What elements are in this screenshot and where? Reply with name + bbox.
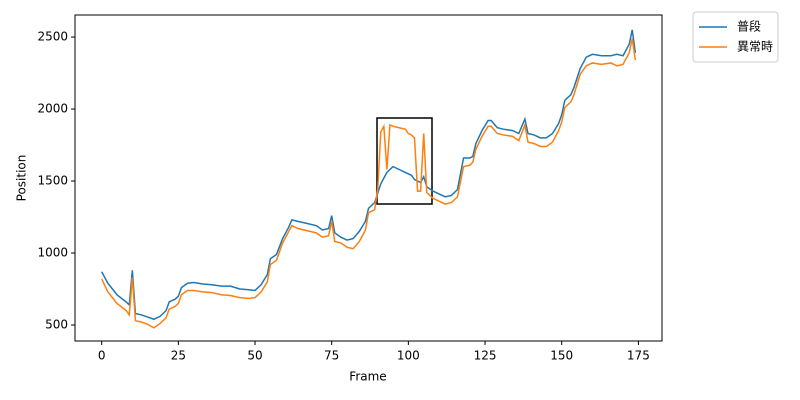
x-tick-label: 75 <box>324 349 339 363</box>
legend-label: 異常時 <box>737 40 773 54</box>
x-tick-label: 100 <box>397 349 420 363</box>
x-tick-label: 150 <box>550 349 573 363</box>
x-axis-label: Frame <box>349 370 386 384</box>
x-tick-label: 0 <box>98 349 106 363</box>
x-tick-label: 50 <box>247 349 262 363</box>
series-line <box>101 38 637 329</box>
plot-frame <box>74 14 663 342</box>
x-tick-label: 125 <box>474 349 497 363</box>
anomaly-box <box>376 117 433 205</box>
x-tick-label: 25 <box>171 349 186 363</box>
y-tick-label: 500 <box>45 318 68 332</box>
x-tick-label: 175 <box>627 349 650 363</box>
legend-label: 普段 <box>737 19 761 34</box>
y-tick-label: 1000 <box>37 246 68 260</box>
legend <box>692 11 779 63</box>
y-axis-label: Position <box>15 155 29 202</box>
y-tick-label: 1500 <box>37 174 68 188</box>
series-line <box>101 29 637 321</box>
y-tick-label: 2000 <box>37 102 68 116</box>
y-tick-label: 2500 <box>37 30 68 44</box>
